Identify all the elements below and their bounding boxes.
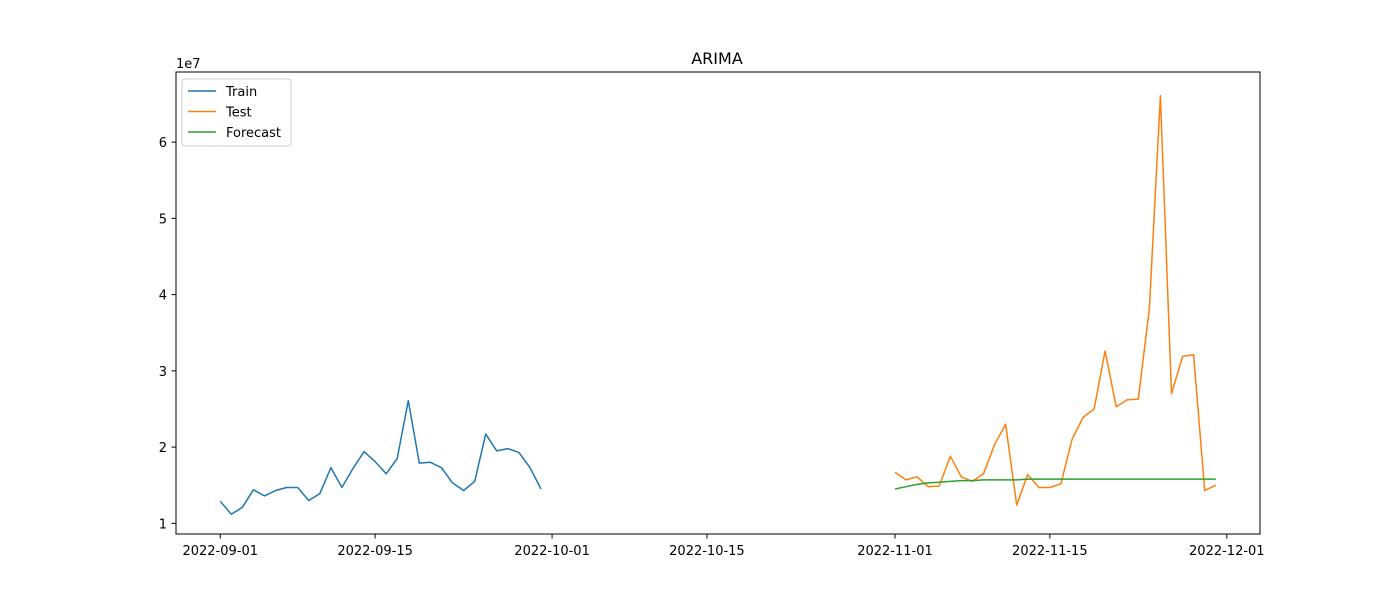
legend-label: Forecast — [226, 126, 281, 141]
chart-title: ARIMA — [691, 49, 743, 68]
y-axis-scale-label: 1e7 — [176, 57, 201, 72]
y-tick-label: 5 — [159, 212, 167, 227]
series-layer — [219, 94, 1217, 515]
legend-label: Test — [225, 106, 252, 121]
x-tick-label: 2022-11-15 — [1012, 544, 1088, 559]
y-tick-label: 3 — [159, 365, 167, 380]
plot-frame — [175, 71, 1261, 535]
y-tick-label: 1 — [159, 517, 167, 532]
series-line-forecast — [894, 478, 1216, 490]
x-tick-label: 2022-12-01 — [1189, 544, 1265, 559]
axes-layer: 2022-09-01 2022-09-15 2022-10-01 2022-10-15… — [159, 71, 1265, 559]
x-tick-label: 2022-11-01 — [857, 544, 933, 559]
x-tick-label: 2022-10-15 — [669, 544, 745, 559]
series-line-test — [894, 94, 1217, 506]
legend: Train Test Forecast — [181, 78, 292, 147]
series-line-train — [219, 399, 542, 515]
y-tick-label: 2 — [159, 441, 167, 456]
x-tick-label: 2022-09-15 — [337, 544, 413, 559]
y-tick-label: 4 — [159, 289, 167, 304]
x-tick-label: 2022-09-01 — [182, 544, 258, 559]
legend-label: Train — [225, 85, 257, 100]
x-tick-label: 2022-10-01 — [514, 544, 590, 559]
y-tick-label: 6 — [159, 136, 167, 151]
legend-box — [181, 78, 292, 147]
